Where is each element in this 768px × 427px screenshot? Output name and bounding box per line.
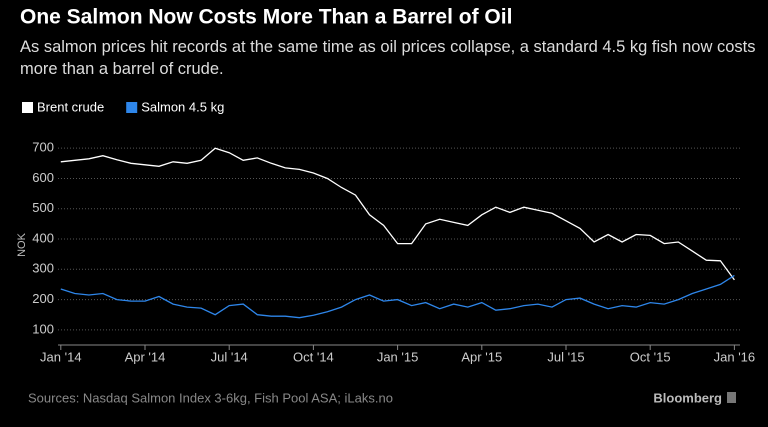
x-tick-label: Apr '14 (125, 349, 166, 364)
y-tick-label: 500 (32, 200, 54, 215)
x-tick-label: Jul '15 (547, 349, 584, 364)
legend-label: Salmon 4.5 kg (141, 99, 224, 114)
brand-icon (727, 392, 736, 403)
y-tick-label: 600 (32, 170, 54, 185)
y-axis-label: NOK (16, 232, 28, 257)
x-tick-label: Jan '15 (377, 349, 419, 364)
y-tick-label: 300 (32, 261, 54, 276)
chart-subtitle: As salmon prices hit records at the same… (20, 38, 756, 78)
subtitle-box: As salmon prices hit records at the same… (20, 38, 756, 78)
series-line (60, 274, 735, 319)
y-tick-label: 200 (32, 291, 54, 306)
legend-swatch (126, 102, 138, 113)
x-tick-label: Apr '15 (461, 349, 502, 364)
y-tick-label: 100 (32, 321, 54, 336)
x-tick-label: Jul '14 (211, 349, 248, 364)
x-tick-label: Jan '16 (714, 349, 756, 364)
y-tick-label: 700 (32, 140, 54, 155)
legend-swatch (22, 102, 33, 113)
source: Sources: Nasdaq Salmon Index 3-6kg, Fish… (28, 390, 393, 405)
x-tick-label: Oct '15 (630, 349, 671, 364)
x-tick-label: Jan '14 (40, 349, 82, 364)
series-line (60, 147, 735, 281)
brand: Bloomberg (653, 390, 722, 405)
chart-title: One Salmon Now Costs More Than a Barrel … (20, 6, 512, 29)
legend-label: Brent crude (37, 99, 104, 114)
y-tick-label: 400 (32, 230, 54, 245)
x-tick-label: Oct '14 (293, 349, 334, 364)
